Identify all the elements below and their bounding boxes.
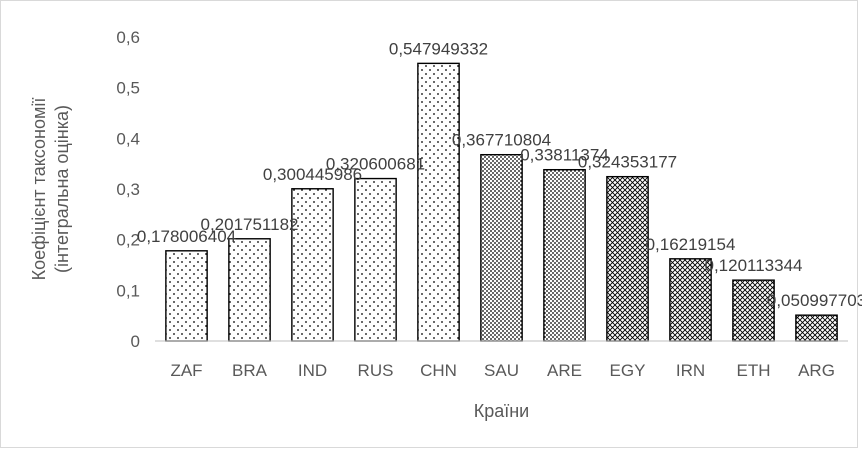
bar-sau xyxy=(480,153,523,342)
y-axis-title-line-1: Коефіцієнт таксономії xyxy=(29,98,49,281)
y-tick-label: 0,2 xyxy=(116,231,140,250)
bar-ind xyxy=(291,188,334,342)
bar-are xyxy=(543,168,586,342)
x-tick-label: SAU xyxy=(484,361,519,380)
x-tick-label: RUS xyxy=(358,361,394,380)
bar-zaf xyxy=(165,250,208,342)
data-label: 0,120113344 xyxy=(704,256,802,275)
x-tick-label: ARE xyxy=(547,361,582,380)
x-tick-label: ZAF xyxy=(170,361,202,380)
data-label: 0,324353177 xyxy=(578,153,677,172)
bar-rus xyxy=(354,177,397,342)
y-tick-label: 0 xyxy=(131,332,140,351)
x-axis-title: Країни xyxy=(474,401,530,421)
x-tick-label: BRA xyxy=(232,361,268,380)
y-axis-title-line-2: (інтегральна оцінка) xyxy=(52,105,72,273)
y-axis-ticks: 0 0,1 0,2 0,3 0,4 0,5 0,6 xyxy=(116,28,140,351)
bars xyxy=(165,62,838,342)
data-label: 0,178006404 xyxy=(137,227,236,246)
x-tick-label: EGY xyxy=(610,361,646,380)
bar-chn xyxy=(417,62,460,342)
x-tick-label: IND xyxy=(298,361,327,380)
y-tick-label: 0,4 xyxy=(116,129,140,148)
y-axis-title: Коефіцієнт таксономії (інтегральна оцінк… xyxy=(29,98,72,281)
data-label: 0,547949332 xyxy=(389,39,488,58)
data-label: 0,050997703 xyxy=(767,291,862,310)
bar-egy xyxy=(606,175,649,342)
bar-eth xyxy=(732,279,775,342)
x-tick-label: ETH xyxy=(737,361,771,380)
y-tick-label: 0,5 xyxy=(116,79,140,98)
data-label: 0,201751182 xyxy=(200,215,298,234)
bar-arg xyxy=(795,314,838,342)
data-label: 0,33811374 xyxy=(520,146,609,165)
x-tick-label: IRN xyxy=(676,361,705,380)
x-tick-label: CHN xyxy=(420,361,457,380)
data-label: 0,367710804 xyxy=(452,131,551,150)
data-label: 0,320600681 xyxy=(326,155,425,174)
y-tick-label: 0,3 xyxy=(116,180,140,199)
y-tick-label: 0,1 xyxy=(116,281,140,300)
bar-bra xyxy=(228,238,271,342)
data-label: 0,300445986 xyxy=(263,165,362,184)
x-tick-label: ARG xyxy=(798,361,835,380)
y-tick-label: 0,6 xyxy=(116,28,140,47)
x-axis-ticks: ZAF BRA IND RUS CHN SAU ARE EGY IRN ETH ARG xyxy=(170,361,834,380)
data-label: 0,16219154 xyxy=(646,235,736,254)
